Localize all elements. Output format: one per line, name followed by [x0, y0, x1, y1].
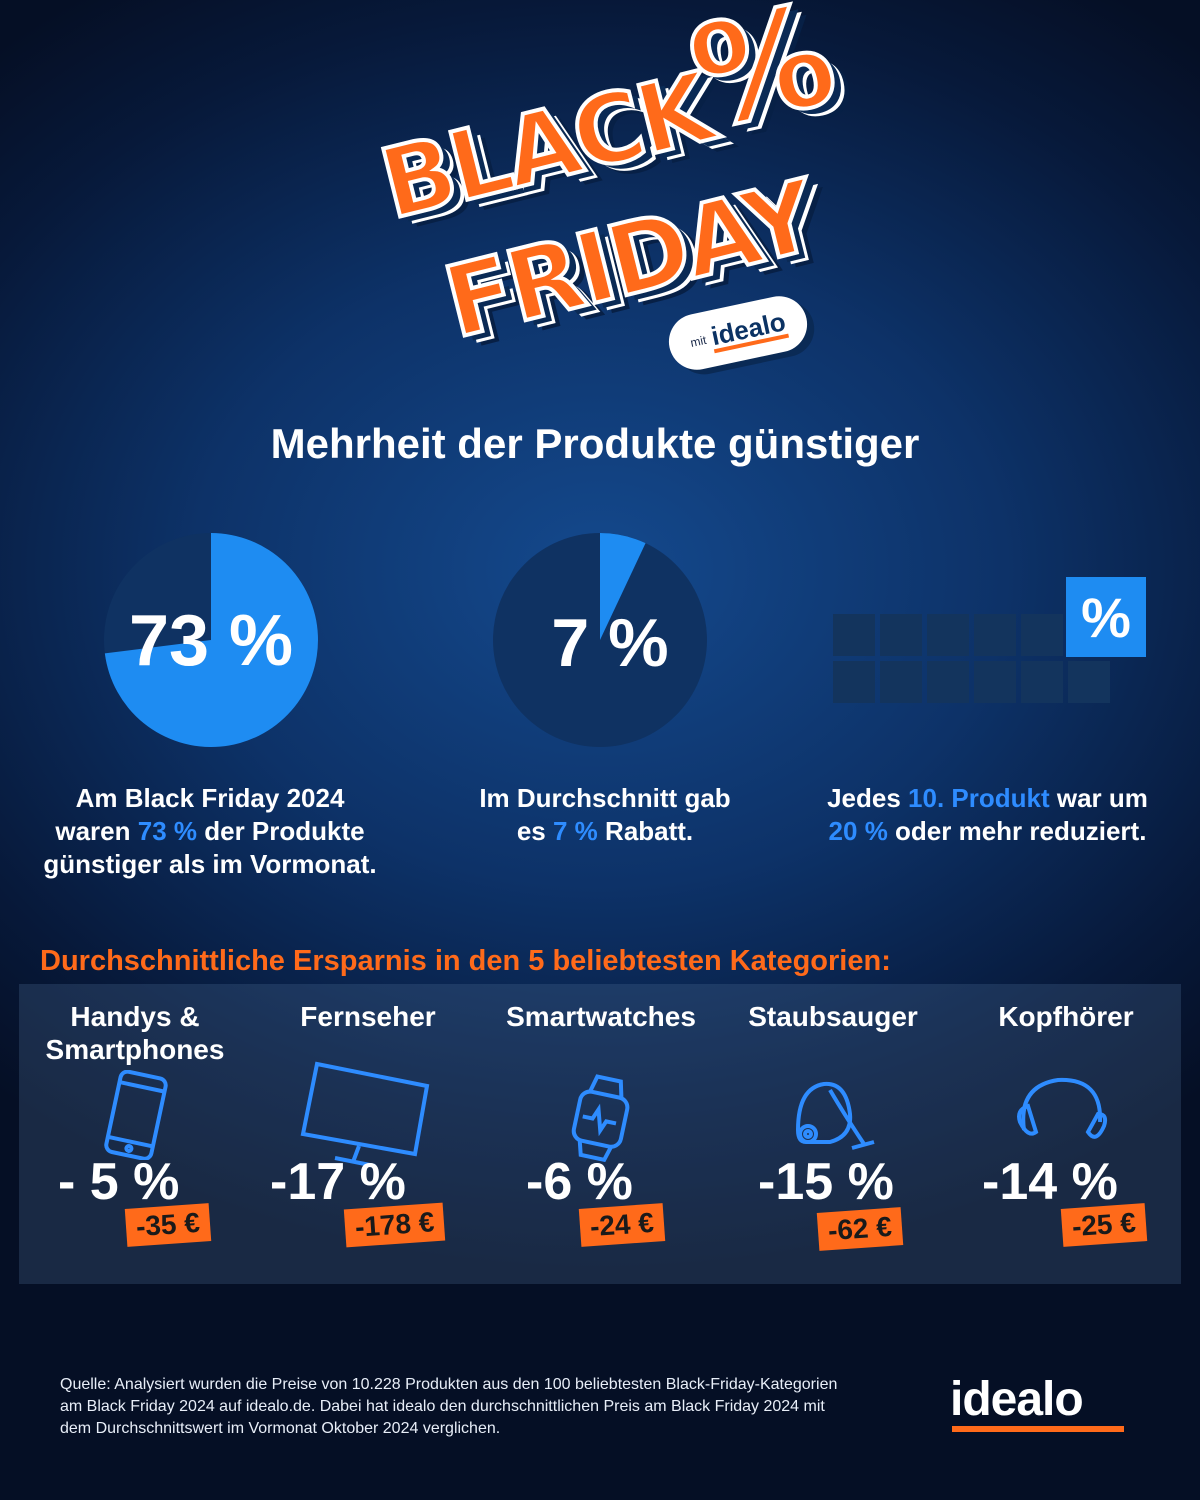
- caption-text: waren: [55, 816, 138, 846]
- category-name: Smartwatches: [485, 1000, 717, 1033]
- stat-value-7: 7 %: [551, 605, 669, 681]
- category-percent: -15 %: [758, 1153, 894, 1211]
- idealo-logo-underline: [952, 1426, 1124, 1432]
- page-title: Mehrheit der Produkte günstiger: [270, 420, 920, 467]
- grid-tile: [833, 614, 875, 656]
- caption-text: Am Black Friday 2024: [75, 783, 345, 813]
- headphones-icon: [1017, 1077, 1108, 1139]
- smartwatch-icon: [571, 1074, 630, 1162]
- grid-tile: [880, 614, 922, 656]
- tv-icon: [300, 1061, 430, 1168]
- category-name-line1: Fernseher: [300, 1001, 436, 1032]
- black-friday-logo: BLACK FRIDAY % mit idealo: [350, 0, 847, 410]
- stat-caption-1: Am Black Friday 2024 waren 73 % der Prod…: [20, 782, 400, 881]
- category-percent: -17 %: [270, 1153, 406, 1211]
- category-name-line1: Handys &: [70, 1001, 200, 1032]
- caption-text: es: [516, 816, 553, 846]
- grid-tile: [927, 614, 969, 656]
- logo-percent-symbol: %: [676, 0, 847, 164]
- stat-caption-2: Im Durchschnitt gab es 7 % Rabatt.: [440, 782, 770, 848]
- category-name: Staubsauger: [717, 1000, 949, 1033]
- caption-text: Rabatt.: [597, 816, 694, 846]
- category-name: Fernseher: [252, 1000, 484, 1033]
- badge-prefix: mit: [689, 332, 708, 350]
- categories-title: Durchschnittliche Ersparnis in den 5 bel…: [40, 945, 891, 977]
- grid-tile: [974, 661, 1016, 703]
- stat-value-73: 73 %: [128, 601, 294, 681]
- source-note: Quelle: Analysiert wurden die Preise von…: [60, 1376, 838, 1437]
- category-name: Handys & Smartphones: [19, 1000, 251, 1066]
- smartphone-icon: [104, 1070, 168, 1160]
- caption-highlight: 20 %: [828, 816, 888, 846]
- caption-highlight: 73 %: [137, 816, 198, 846]
- caption-text: Jedes: [827, 783, 909, 813]
- pie-slice: [104, 533, 318, 747]
- caption-text: war um: [1049, 783, 1148, 813]
- category-name-line1: Kopfhörer: [998, 1001, 1134, 1032]
- category-percent: - 5 %: [58, 1153, 180, 1211]
- caption-text: günstiger als im Vormonat.: [43, 849, 377, 879]
- grid-tile: [880, 661, 922, 703]
- category-percent: -6 %: [526, 1153, 633, 1211]
- badge-brand: idealo: [708, 306, 789, 354]
- category-euro-badge: -178 €: [343, 1202, 446, 1248]
- grid-tile: [1021, 614, 1063, 656]
- grid-tile: [1021, 661, 1063, 703]
- stat-caption-3: Jedes 10. Produkt war um 20 % oder mehr …: [800, 782, 1175, 848]
- category-euro-badge: -35 €: [124, 1203, 212, 1247]
- highlighted-percent-tile: %: [1066, 577, 1146, 657]
- pie-73-percent: [104, 533, 318, 747]
- category-name-line1: Staubsauger: [748, 1001, 918, 1032]
- category-name-line2: Smartphones: [45, 1034, 225, 1065]
- grid-tile: [833, 661, 875, 703]
- caption-text: Im Durchschnitt gab: [479, 783, 731, 813]
- category-name: Kopfhörer: [950, 1000, 1182, 1033]
- caption-highlight: 7 %: [553, 816, 598, 846]
- category-euro-badge: -25 €: [1060, 1203, 1148, 1247]
- pie-7-percent: [493, 533, 707, 747]
- category-percent: -14 %: [982, 1153, 1118, 1211]
- vacuum-icon: [795, 1081, 875, 1150]
- category-name-line1: Smartwatches: [506, 1001, 696, 1032]
- grid-tile: [974, 614, 1016, 656]
- caption-text: der Produkte: [197, 816, 365, 846]
- category-euro-badge: -24 €: [578, 1203, 666, 1247]
- pie-slice: [600, 533, 646, 640]
- category-euro-badge: -62 €: [816, 1207, 904, 1251]
- caption-text: oder mehr reduziert.: [887, 816, 1147, 846]
- grid-tile: [1068, 661, 1110, 703]
- grid-tile: [927, 661, 969, 703]
- idealo-logo: idealo: [950, 1373, 1084, 1426]
- caption-highlight: 10. Produkt: [908, 783, 1050, 813]
